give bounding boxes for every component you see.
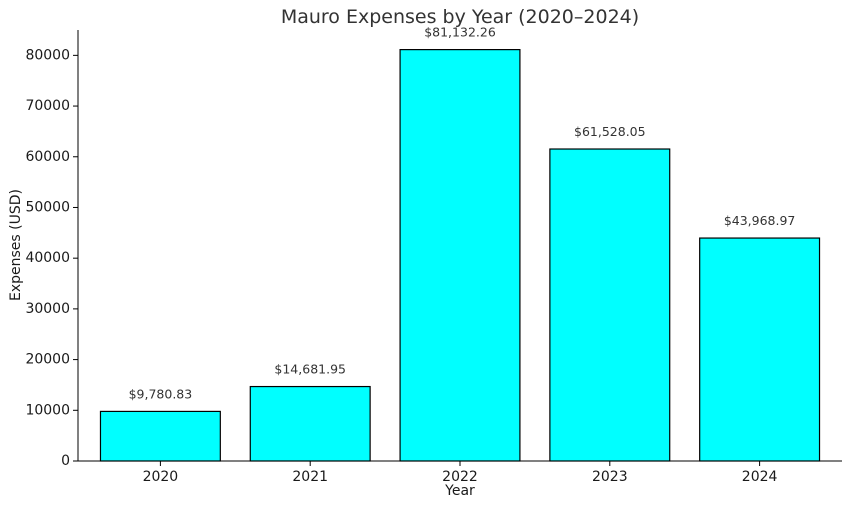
y-tick-label: 40000 — [25, 250, 70, 266]
data-label-2022: $81,132.26 — [424, 25, 496, 40]
y-tick-label: 70000 — [25, 98, 70, 114]
x-axis-label: Year — [444, 483, 475, 499]
x-tick-label: 2020 — [143, 469, 179, 485]
y-tick-label: 80000 — [25, 47, 70, 63]
data-label-2024: $43,968.97 — [724, 213, 796, 228]
bar-2021 — [249, 385, 371, 462]
bar-2023 — [549, 148, 671, 462]
y-axis-ticks: 0 10000 20000 30000 40000 50000 60000 70000 8000… — [25, 47, 78, 469]
x-tick-label: 2022 — [442, 469, 478, 485]
y-tick-label: 60000 — [25, 149, 70, 165]
chart-title: Mauro Expenses by Year (2020–2024) — [281, 6, 639, 28]
bar-2022 — [399, 49, 521, 462]
data-label-2020: $9,780.83 — [129, 386, 193, 401]
y-tick-label: 20000 — [25, 352, 70, 368]
data-label-2023: $61,528.05 — [574, 124, 646, 139]
data-label-2021: $14,681.95 — [274, 362, 346, 377]
bar-2020 — [99, 410, 221, 462]
x-tick-label: 2023 — [592, 469, 628, 485]
x-tick-label: 2024 — [742, 469, 778, 485]
y-tick-label: 0 — [61, 453, 70, 469]
y-tick-label: 10000 — [25, 402, 70, 418]
bars-group — [99, 49, 821, 462]
y-tick-label: 30000 — [25, 301, 70, 317]
x-axis-ticks: 2020 2021 2022 2023 2024 — [143, 461, 778, 485]
x-tick-label: 2021 — [292, 469, 328, 485]
y-axis-label: Expenses (USD) — [8, 189, 24, 301]
y-tick-label: 50000 — [25, 199, 70, 215]
data-labels-group: $9,780.83 $14,681.95 $81,132.26 $61,528.05 $… — [129, 25, 796, 402]
bar-2024 — [699, 237, 821, 462]
